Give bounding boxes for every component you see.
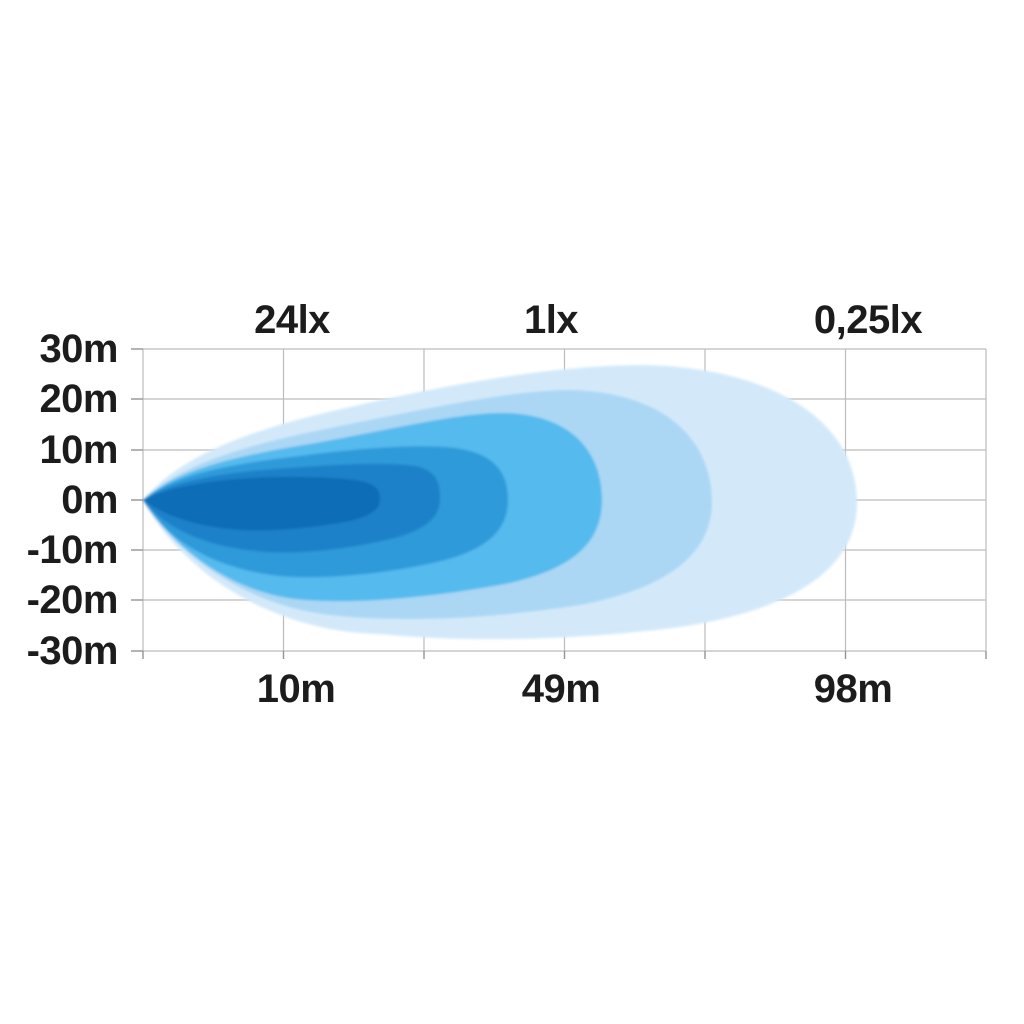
isolux-band-6-core <box>143 476 380 531</box>
lux-label-24lx: 24lx <box>254 298 330 342</box>
lux-label-025lx: 0,25lx <box>813 298 923 342</box>
y-axis-label-neg10m: -10m <box>26 528 119 572</box>
y-axis-label-neg30m: -30m <box>26 629 119 673</box>
y-axis-label-0m: 0m <box>61 478 118 522</box>
x-axis-label-98m: 98m <box>813 667 893 711</box>
y-axis-label-neg20m: -20m <box>26 578 119 622</box>
y-axis-label-30m: 30m <box>39 327 118 371</box>
lux-label-1lx: 1lx <box>523 298 579 342</box>
y-axis-label-20m: 20m <box>39 377 118 421</box>
x-axis-label-10m: 10m <box>256 667 336 711</box>
isolux-contours <box>143 365 857 640</box>
x-axis-label-49m: 49m <box>521 667 601 711</box>
y-axis-label-10m: 10m <box>39 428 118 472</box>
axis-ticks <box>131 348 987 659</box>
